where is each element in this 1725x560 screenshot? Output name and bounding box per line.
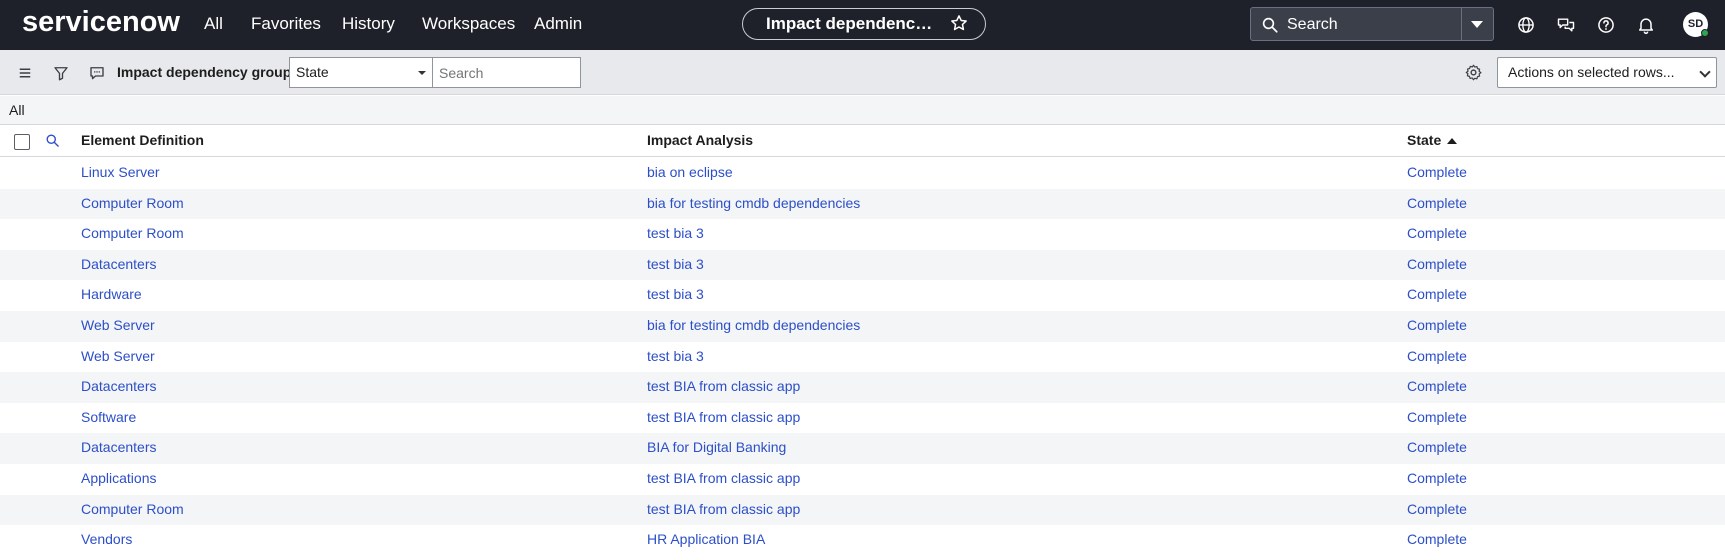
- global-search[interactable]: Search: [1250, 7, 1494, 41]
- element-definition-link[interactable]: Vendors: [81, 531, 133, 548]
- list-search-input[interactable]: [432, 57, 581, 88]
- impact-analysis-link[interactable]: test BIA from classic app: [647, 378, 801, 395]
- breadcrumb-bar: All: [0, 96, 1725, 125]
- globe-icon[interactable]: [1516, 15, 1536, 35]
- state-link[interactable]: Complete: [1407, 408, 1467, 425]
- impact-analysis-link[interactable]: HR Application BIA: [647, 531, 766, 548]
- question-circle-icon[interactable]: [1596, 15, 1616, 35]
- impact-analysis-link[interactable]: bia for testing cmdb dependencies: [647, 316, 861, 333]
- element-definition-link[interactable]: Datacenters: [81, 439, 157, 456]
- global-search-label: Search: [1287, 16, 1338, 33]
- state-link[interactable]: Complete: [1407, 164, 1467, 180]
- table-row: Datacenters BIA for Digital Banking Comple…: [0, 433, 1725, 464]
- element-definition-link[interactable]: Software: [81, 408, 137, 425]
- chevron-down-icon[interactable]: [1471, 21, 1483, 28]
- state-link[interactable]: Complete: [1407, 286, 1467, 303]
- element-definition-link[interactable]: Datacenters: [81, 378, 157, 395]
- funnel-icon[interactable]: [52, 64, 70, 82]
- select-all-checkbox[interactable]: [14, 134, 30, 150]
- bell-icon[interactable]: [1636, 15, 1656, 35]
- table-row: Linux Server bia on eclipse Complete: [0, 158, 1725, 189]
- table-row: Software test BIA from classic app Complet…: [0, 403, 1725, 434]
- impact-analysis-link[interactable]: test bia 3: [647, 347, 704, 364]
- magnifier-icon: [1262, 17, 1278, 33]
- column-search-icon[interactable]: [45, 133, 60, 148]
- star-outline-icon[interactable]: [950, 14, 968, 32]
- column-state[interactable]: State: [1407, 132, 1442, 148]
- state-link[interactable]: Complete: [1407, 469, 1467, 486]
- element-definition-link[interactable]: Linux Server: [81, 164, 160, 180]
- state-link[interactable]: Complete: [1407, 316, 1467, 333]
- context-title-pill[interactable]: Impact dependency groups: [742, 8, 986, 40]
- element-definition-link[interactable]: Web Server: [81, 316, 155, 333]
- table-row: Vendors HR Application BIA Complete: [0, 525, 1725, 556]
- nav-all[interactable]: All: [204, 14, 223, 33]
- table-row: Datacenters test BIA from classic app Comp…: [0, 372, 1725, 403]
- state-link[interactable]: Complete: [1407, 347, 1467, 364]
- nav-workspaces[interactable]: Workspaces: [422, 14, 516, 33]
- nav-history[interactable]: History: [342, 14, 395, 33]
- breadcrumb[interactable]: All: [9, 102, 25, 118]
- table-row: Web Server test bia 3 Complete: [0, 342, 1725, 373]
- hamburger-icon[interactable]: [16, 64, 34, 82]
- top-navigation-bar: servicenow All Favorites History Workspa…: [0, 0, 1725, 50]
- table-row: Computer Room bia for testing cmdb depend…: [0, 188, 1725, 220]
- state-link[interactable]: Complete: [1407, 255, 1467, 272]
- impact-analysis-link[interactable]: test BIA from classic app: [647, 408, 801, 425]
- impact-analysis-link[interactable]: test BIA from classic app: [647, 469, 801, 486]
- actions-select[interactable]: Actions on selected rows...: [1497, 57, 1717, 88]
- filter-field-select[interactable]: State: [289, 57, 433, 88]
- filter-field-value: State: [296, 64, 329, 80]
- state-link[interactable]: Complete: [1407, 500, 1467, 517]
- caret-down-icon: [418, 71, 426, 75]
- column-impact-analysis[interactable]: Impact Analysis: [647, 132, 754, 148]
- global-search-divider: [1461, 8, 1462, 40]
- element-definition-link[interactable]: Computer Room: [81, 194, 184, 211]
- impact-analysis-link[interactable]: test bia 3: [647, 225, 704, 242]
- element-definition-link[interactable]: Applications: [81, 469, 157, 486]
- list-toolbar: Impact dependency groups State Actions o…: [0, 50, 1725, 95]
- list-title: Impact dependency groups: [117, 64, 300, 80]
- chevron-down-icon: [1699, 66, 1711, 78]
- table-body: Linux Server bia on eclipse Complete Compu…: [0, 158, 1725, 556]
- state-link[interactable]: Complete: [1407, 378, 1467, 395]
- table-row: Datacenters test bia 3 Complete: [0, 249, 1725, 281]
- table-row: Computer Room test BIA from classic app Co…: [0, 494, 1725, 526]
- nav-favorites[interactable]: Favorites: [251, 14, 321, 33]
- sort-ascending-icon[interactable]: [1447, 138, 1457, 144]
- comment-icon[interactable]: [88, 64, 106, 82]
- state-link[interactable]: Complete: [1407, 531, 1467, 548]
- chat-bubbles-icon[interactable]: [1556, 15, 1576, 35]
- presence-indicator: [1701, 29, 1709, 37]
- impact-analysis-link[interactable]: test bia 3: [647, 286, 704, 303]
- nav-admin[interactable]: Admin: [534, 14, 583, 33]
- element-definition-link[interactable]: Datacenters: [81, 255, 157, 272]
- state-link[interactable]: Complete: [1407, 225, 1467, 242]
- state-link[interactable]: Complete: [1407, 439, 1467, 456]
- table-row: Applications test BIA from classic app Com…: [0, 464, 1725, 495]
- impact-analysis-link[interactable]: bia on eclipse: [647, 164, 733, 180]
- impact-analysis-link[interactable]: test bia 3: [647, 255, 704, 272]
- element-definition-link[interactable]: Computer Room: [81, 500, 184, 517]
- state-link[interactable]: Complete: [1407, 194, 1467, 211]
- impact-analysis-link[interactable]: bia for testing cmdb dependencies: [647, 194, 861, 211]
- element-definition-link[interactable]: Web Server: [81, 347, 155, 364]
- impact-analysis-link[interactable]: BIA for Digital Banking: [647, 439, 787, 456]
- element-definition-link[interactable]: Computer Room: [81, 225, 184, 242]
- servicenow-logo[interactable]: servicenow: [22, 6, 180, 38]
- column-element-definition[interactable]: Element Definition: [81, 132, 204, 148]
- avatar[interactable]: SD: [1683, 12, 1708, 37]
- element-definition-link[interactable]: Hardware: [81, 286, 142, 303]
- table-row: Computer Room test bia 3 Complete: [0, 219, 1725, 250]
- table-row: Hardware test bia 3 Complete: [0, 280, 1725, 311]
- gear-icon[interactable]: [1464, 63, 1483, 82]
- impact-analysis-link[interactable]: test BIA from classic app: [647, 500, 801, 517]
- table-row: Web Server bia for testing cmdb dependenc…: [0, 310, 1725, 342]
- actions-select-value: Actions on selected rows...: [1508, 64, 1675, 80]
- column-header-row: Element Definition Impact Analysis State: [0, 125, 1725, 157]
